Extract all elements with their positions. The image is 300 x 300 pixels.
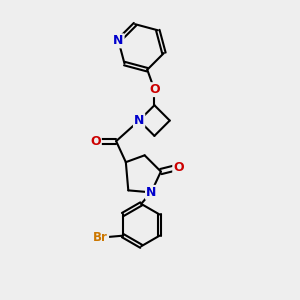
Text: N: N <box>113 34 124 47</box>
Text: O: O <box>149 83 160 96</box>
Text: O: O <box>90 135 101 148</box>
Text: N: N <box>134 114 144 127</box>
Text: Br: Br <box>93 231 108 244</box>
Text: O: O <box>173 160 184 174</box>
Text: N: N <box>146 186 156 199</box>
